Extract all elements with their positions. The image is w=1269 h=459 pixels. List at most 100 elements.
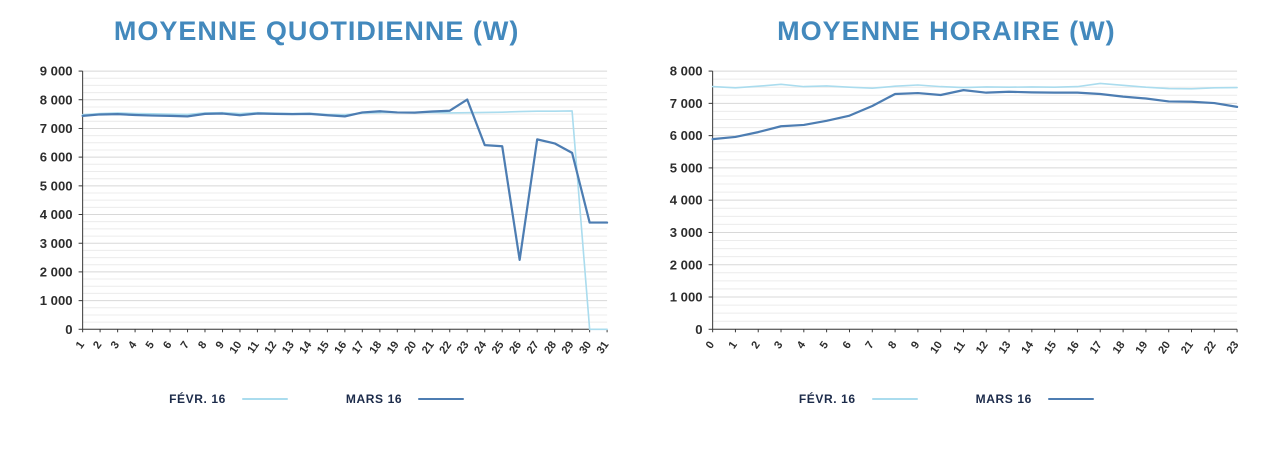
x-tick-labels: 0 1 2 3 4 5 6 7 8 9 10 11 12 13 14 15 16 17 18 19 20 21 22 23 — [703, 329, 1241, 356]
major-gridlines — [712, 70, 1237, 330]
x-tick-label: 3 — [109, 339, 122, 351]
x-tick-label: 27 — [525, 339, 542, 356]
y-tick-label: 5 000 — [40, 178, 73, 193]
y-tick-label: 2 000 — [40, 264, 73, 279]
x-tick-label: 8 — [886, 339, 899, 351]
x-tick-label: 20 — [1156, 339, 1173, 356]
y-tick-label: 8 000 — [40, 92, 73, 107]
legend-label-fevr-16: FÉVR. 16 — [169, 391, 226, 406]
x-tick-label: 0 — [703, 339, 716, 351]
x-tick-label: 29 — [560, 339, 577, 356]
legend-item-mars-16: MARS 16 — [345, 391, 465, 406]
legend-label-fevr-16: FÉVR. 16 — [798, 391, 856, 406]
minor-gridlines — [712, 78, 1237, 322]
x-tick-label: 28 — [542, 339, 559, 356]
series-line-mars-16 — [711, 89, 1238, 141]
y-tick-label: 5 000 — [669, 160, 702, 175]
x-tick-label: 9 — [214, 339, 227, 351]
x-tick-label: 30 — [577, 339, 594, 356]
x-tick-label: 22 — [437, 339, 454, 356]
x-tick-label: 17 — [350, 339, 367, 356]
x-tick-label: 17 — [1088, 339, 1105, 356]
x-tick-label: 19 — [385, 339, 402, 356]
x-tick-label: 14 — [1019, 339, 1036, 357]
y-tick-label: 0 — [65, 322, 72, 337]
y-tick-label: 6 000 — [40, 150, 73, 165]
chart-title-daily: MOYENNE QUOTIDIENNE (W) — [113, 16, 520, 46]
y-tick-labels: 0 1 000 2 000 3 000 4 000 5 000 6 000 7 000 8 00… — [40, 64, 83, 337]
x-tick-label: 15 — [1042, 339, 1059, 356]
legend-line-sample-mars-16 — [1047, 397, 1094, 400]
x-tick-label: 18 — [1110, 339, 1127, 356]
x-tick-label: 9 — [909, 339, 922, 351]
legend-hourly: FÉVR. 16 MARS 16 — [799, 392, 1094, 406]
y-tick-label: 8 000 — [669, 64, 702, 79]
y-tick-label: 6 000 — [669, 128, 702, 143]
x-tick-label: 22 — [1202, 339, 1219, 356]
legend-item-fevr-16: FÉVR. 16 — [169, 392, 288, 406]
x-tick-label: 21 — [420, 339, 437, 356]
y-tick-label: 7 000 — [40, 121, 73, 136]
minor-gridlines — [82, 77, 608, 323]
y-tick-label: 4 000 — [40, 207, 73, 222]
x-tick-label: 4 — [126, 339, 140, 352]
x-tick-label: 16 — [1065, 339, 1082, 356]
x-tick-label: 2 — [749, 339, 762, 351]
x-tick-label: 11 — [951, 339, 968, 355]
x-tick-label: 10 — [928, 339, 945, 356]
x-tick-label: 3 — [772, 339, 785, 351]
y-tick-label: 3 000 — [669, 225, 702, 240]
y-tick-labels: 0 1 000 2 000 3 000 4 000 5 000 6 000 7 000 8 00… — [669, 64, 713, 337]
x-tick-label: 12 — [974, 339, 991, 356]
series-line-mars-16 — [81, 98, 609, 261]
legend-line-sample-mars-16 — [418, 397, 465, 400]
y-tick-label: 7 000 — [669, 96, 702, 111]
x-tick-label: 6 — [840, 339, 853, 351]
y-tick-label: 1 000 — [669, 290, 702, 305]
y-tick-label: 9 000 — [40, 64, 73, 79]
x-tick-label: 16 — [332, 339, 349, 356]
daily-average-chart-card: MOYENNE QUOTIDIENNE (W) 0 1 000 2 000 3 000… — [8, 6, 625, 459]
daily-average-line-chart: 0 1 000 2 000 3 000 4 000 5 000 6 000 7 000 8 00… — [40, 64, 612, 357]
x-tick-label: 24 — [472, 339, 489, 357]
x-tick-label: 1 — [726, 339, 739, 351]
x-tick-label: 18 — [367, 339, 384, 356]
x-tick-label: 21 — [1179, 339, 1196, 356]
x-tick-labels: 1 2 3 4 5 6 7 8 9 10 11 12 13 14 15 16 17 18 19 20 21 22 23 24 2… — [74, 329, 612, 356]
x-tick-label: 15 — [315, 339, 332, 356]
x-tick-label: 11 — [245, 339, 262, 355]
x-tick-label: 14 — [297, 339, 314, 357]
x-tick-label: 25 — [490, 339, 507, 356]
legend-item-fevr-16: FÉVR. 16 — [799, 392, 918, 406]
major-gridlines — [82, 70, 608, 330]
x-tick-label: 1 — [74, 339, 87, 351]
x-tick-label: 26 — [507, 339, 524, 356]
series-line-fevr-16 — [711, 82, 1238, 90]
chart-title-hourly: MOYENNE HORAIRE (W) — [777, 16, 1116, 46]
y-tick-label: 0 — [695, 322, 702, 337]
x-tick-label: 6 — [161, 339, 174, 351]
x-tick-label: 5 — [144, 339, 157, 351]
legend-item-mars-16: MARS 16 — [976, 392, 1094, 406]
x-tick-label: 23 — [455, 339, 472, 356]
legend-daily: FÉVR. 16 MARS 16 — [169, 391, 465, 406]
x-tick-label: 8 — [196, 339, 209, 351]
x-tick-label: 12 — [263, 339, 280, 356]
legend-line-sample-fevr-16 — [241, 397, 288, 400]
legend-label-mars-16: MARS 16 — [975, 391, 1032, 406]
x-tick-label: 2 — [91, 339, 104, 351]
x-tick-label: 4 — [795, 339, 809, 352]
x-tick-label: 13 — [280, 339, 297, 356]
y-tick-label: 3 000 — [40, 236, 73, 251]
x-tick-label: 7 — [179, 339, 192, 351]
y-tick-label: 2 000 — [669, 257, 702, 272]
x-tick-label: 31 — [595, 339, 612, 356]
x-tick-label: 10 — [228, 339, 245, 356]
x-tick-label: 13 — [996, 339, 1013, 356]
legend-label-mars-16: MARS 16 — [345, 391, 403, 406]
x-tick-label: 5 — [817, 339, 830, 351]
y-tick-label: 4 000 — [669, 193, 702, 208]
y-tick-label: 1 000 — [40, 293, 73, 308]
series-line-fevr-16 — [81, 110, 608, 331]
